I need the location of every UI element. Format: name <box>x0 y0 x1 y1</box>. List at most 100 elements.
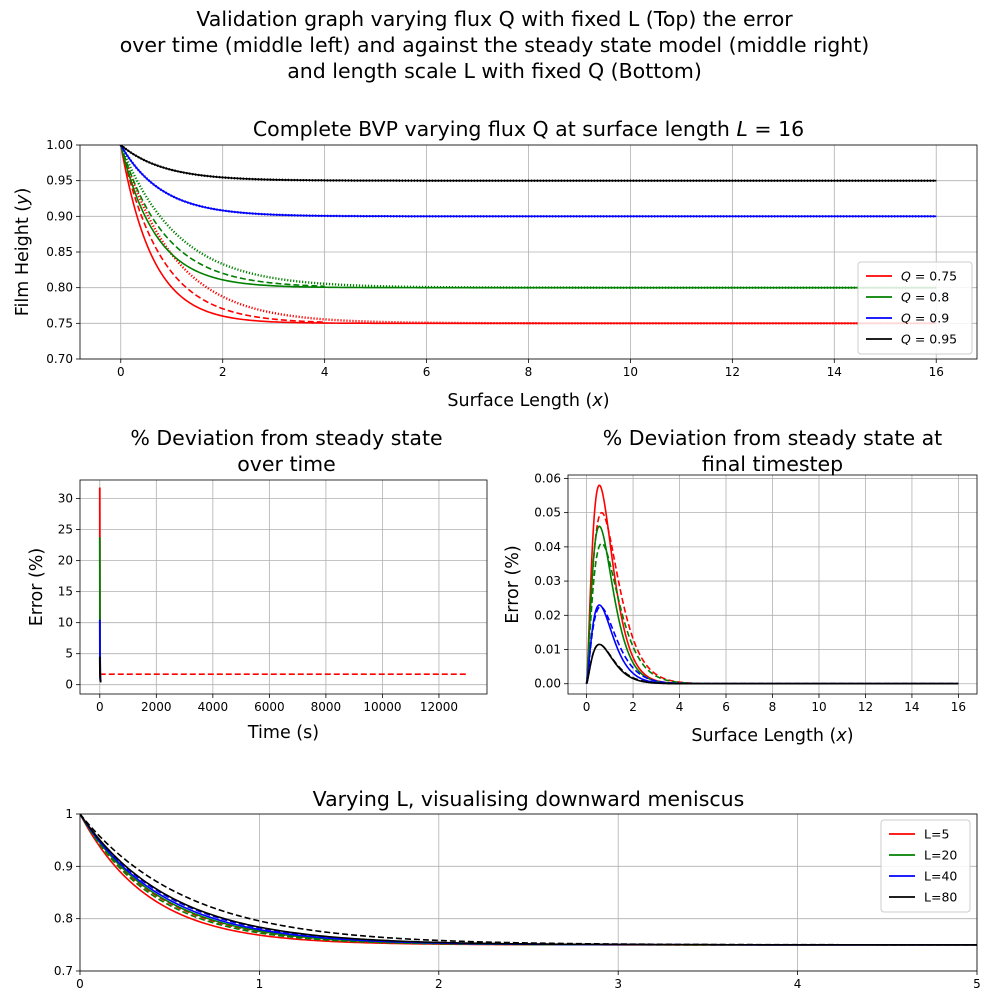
x-tick-label: 12 <box>725 365 740 379</box>
plot-area <box>80 814 977 946</box>
axes-frame <box>79 144 978 360</box>
y-tick-label: 0.06 <box>534 471 561 485</box>
x-tick-label: 2 <box>219 365 227 379</box>
series-dashed <box>80 814 977 946</box>
series-dashed <box>119 145 325 323</box>
x-tick-label: 2 <box>435 977 443 991</box>
y-tick-label: 0.8 <box>54 912 73 926</box>
legend-label-symbol: Q <box>901 311 911 326</box>
y-axis-label: Film Height (y) <box>13 188 33 317</box>
x-tick-label: 3 <box>614 977 622 991</box>
y-tick-label: 0.00 <box>534 677 561 691</box>
chart-title-part: = 16 <box>748 117 804 141</box>
legend-label: Q = 0.75 <box>901 269 957 284</box>
x-axis-label: Time (s) <box>247 723 319 743</box>
suptitle-line-3: and length scale L with fixed Q (Bottom) <box>287 59 702 83</box>
x-axis-label-part: ) <box>603 391 610 411</box>
legend-label-symbol: Q <box>901 332 911 347</box>
y-tick-label: 0.75 <box>46 316 73 330</box>
suptitle-line-2: over time (middle left) and against the … <box>119 33 870 57</box>
axes-frame <box>567 474 978 695</box>
axes-frame <box>79 813 978 972</box>
y-axis-label-part: y <box>13 194 33 206</box>
chart-title-line: final timestep <box>702 452 843 476</box>
y-tick-label: 0.95 <box>46 174 73 188</box>
series-solid <box>80 814 977 946</box>
legend-box <box>880 819 971 913</box>
x-axis-label-part: x <box>835 726 847 746</box>
y-tick-label: 0.85 <box>46 245 73 259</box>
chart-title-line: over time <box>237 452 336 476</box>
x-tick-label: 0 <box>117 365 125 379</box>
x-tick-label: 14 <box>827 365 842 379</box>
chart-title-line: % Deviation from steady state at <box>603 426 942 450</box>
x-axis-label-part: ) <box>847 726 854 746</box>
gridlines <box>80 480 487 694</box>
x-tick-label: 5 <box>973 977 981 991</box>
y-axis-label-part: ) <box>13 188 33 195</box>
chart-title: Complete BVP varying flux Q at surface l… <box>253 117 804 141</box>
suptitle-line-1: Validation graph varying flux Q with fix… <box>196 7 793 31</box>
x-tick-label: 0 <box>583 700 591 714</box>
x-tick-label: 0 <box>76 977 84 991</box>
x-tick-label: 2 <box>629 700 637 714</box>
chart-mid-left: 0 2000 4000 6000 8000 10000 12000 0 5 10 15 20 25 30%… <box>27 426 488 743</box>
x-tick-label: 14 <box>904 700 919 714</box>
x-tick-label: 10000 <box>363 700 401 714</box>
y-tick-label: 0.80 <box>46 281 73 295</box>
legend-label: Q = 0.8 <box>901 290 949 305</box>
axes-frame <box>79 479 488 695</box>
legend-box <box>857 261 973 355</box>
x-axis-label: Surface Length (x) <box>447 391 609 411</box>
series-dotted <box>119 145 937 289</box>
chart-title-part: L <box>736 117 747 141</box>
x-tick-label: 8000 <box>311 700 342 714</box>
y-axis-label: Error (%) <box>27 548 47 627</box>
legend-label-value: = 0.9 <box>911 311 949 326</box>
x-tick-label: 4 <box>676 700 684 714</box>
legend-label: Q = 0.9 <box>901 311 949 326</box>
legend-label-value: = 0.8 <box>911 290 949 305</box>
legend-label-value: = 0.75 <box>911 269 957 284</box>
legend-label: L=80 <box>924 890 957 905</box>
y-axis-label: Error (%) <box>503 545 523 624</box>
x-tick-label: 10 <box>623 365 638 379</box>
x-tick-label: 6 <box>722 700 730 714</box>
plot-area <box>119 145 937 325</box>
legend-label: Q = 0.95 <box>901 332 957 347</box>
y-tick-label: 0.9 <box>54 859 73 873</box>
series-dotted <box>119 145 937 218</box>
y-tick-label: 30 <box>58 492 73 506</box>
series-dashed <box>80 814 977 946</box>
x-axis-label-part: x <box>591 391 603 411</box>
y-tick-label: 5 <box>65 647 73 661</box>
x-tick-label: 1 <box>256 977 264 991</box>
series-solid <box>80 814 977 946</box>
series-dashed <box>585 643 959 685</box>
x-tick-label: 2000 <box>141 700 172 714</box>
series-solid <box>80 814 977 946</box>
x-tick-label: 4 <box>794 977 802 991</box>
legend: Q = 0.75Q = 0.8Q = 0.9Q = 0.95 <box>857 261 973 355</box>
x-tick-label: 12000 <box>420 700 458 714</box>
chart-title-part: Complete BVP varying flux Q at surface l… <box>253 117 737 141</box>
x-tick-label: 16 <box>951 700 966 714</box>
series-solid <box>80 814 977 946</box>
gridlines <box>568 475 977 694</box>
x-tick-label: 8 <box>769 700 777 714</box>
legend: L=5 L=20 L=40 L=80 <box>880 819 971 913</box>
y-tick-label: 25 <box>58 523 73 537</box>
y-tick-label: 0.01 <box>534 643 561 657</box>
y-tick-label: 0.90 <box>46 209 73 223</box>
series-dashed <box>80 814 977 946</box>
figure-suptitle: Validation graph varying flux Q with fix… <box>0 6 989 84</box>
x-tick-label: 16 <box>929 365 944 379</box>
x-tick-label: 4 <box>321 365 329 379</box>
chart-title: Varying L, visualising downward meniscus <box>313 787 745 811</box>
gridlines <box>79 813 978 972</box>
legend-label: L=40 <box>924 869 957 884</box>
chart-top: 0 2 4 6 8 10 12 14 16 0.70 0.75 0.80 0.85 0.90 0.95 1.0… <box>13 117 978 411</box>
chart-bottom: 0 1 2 3 4 5 0.7 0.8 0.9 1 Varying L, visualising d… <box>54 787 981 991</box>
legend-label-symbol: Q <box>901 269 911 284</box>
